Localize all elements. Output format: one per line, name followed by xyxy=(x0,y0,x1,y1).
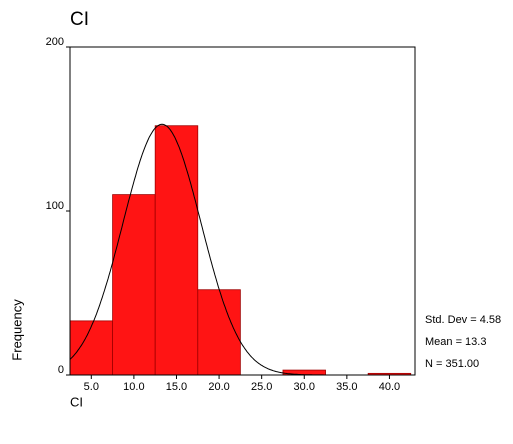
x-tick-label: 10.0 xyxy=(123,381,144,393)
x-tick-label: 40.0 xyxy=(379,381,400,393)
x-tick-label: 35.0 xyxy=(336,381,357,393)
y-tick-label: 100 xyxy=(46,200,64,212)
y-tick-label: 0 xyxy=(58,364,64,376)
stat-label: N = 351.00 xyxy=(425,358,479,370)
bar xyxy=(154,125,199,376)
x-tick-label: 15.0 xyxy=(166,381,187,393)
y-tick-label: 200 xyxy=(46,36,64,48)
chart-title: CI xyxy=(70,9,89,30)
stat-label: Std. Dev = 4.58 xyxy=(425,314,501,326)
bar xyxy=(69,320,113,376)
x-tick-label: 20.0 xyxy=(208,381,229,393)
x-tick-label: 5.0 xyxy=(84,381,99,393)
x-tick-label: 30.0 xyxy=(294,381,315,393)
bar xyxy=(112,194,156,376)
y-axis-title: Frequency xyxy=(9,299,24,361)
x-axis-title: CI xyxy=(70,394,83,409)
stat-label: Mean = 13.3 xyxy=(425,336,486,348)
bar xyxy=(197,289,241,376)
x-tick-label: 25.0 xyxy=(251,381,272,393)
